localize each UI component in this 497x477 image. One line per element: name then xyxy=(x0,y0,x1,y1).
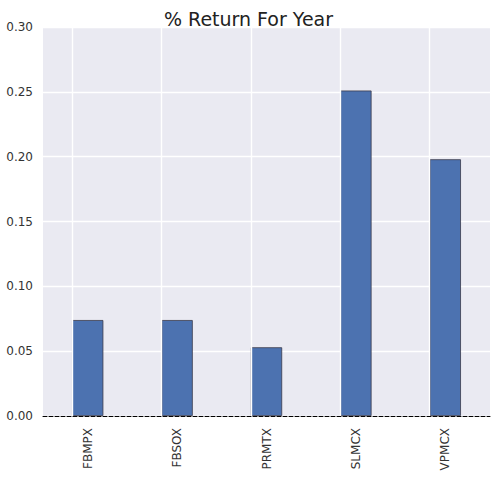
svg-text:0.20: 0.20 xyxy=(6,150,33,164)
svg-text:0.15: 0.15 xyxy=(6,215,33,229)
svg-text:0.10: 0.10 xyxy=(6,279,33,293)
svg-text:0.05: 0.05 xyxy=(6,344,33,358)
svg-text:SLMCX: SLMCX xyxy=(349,428,363,469)
svg-text:VPMCX: VPMCX xyxy=(438,428,452,470)
svg-text:0.25: 0.25 xyxy=(6,85,33,99)
svg-text:0.30: 0.30 xyxy=(6,20,33,34)
svg-text:FBMPX: FBMPX xyxy=(81,428,95,469)
svg-text:FBSOX: FBSOX xyxy=(170,428,184,467)
svg-text:% Return For Year: % Return For Year xyxy=(164,8,333,30)
svg-text:0.00: 0.00 xyxy=(6,409,33,423)
svg-text:PRMTX: PRMTX xyxy=(260,428,274,469)
